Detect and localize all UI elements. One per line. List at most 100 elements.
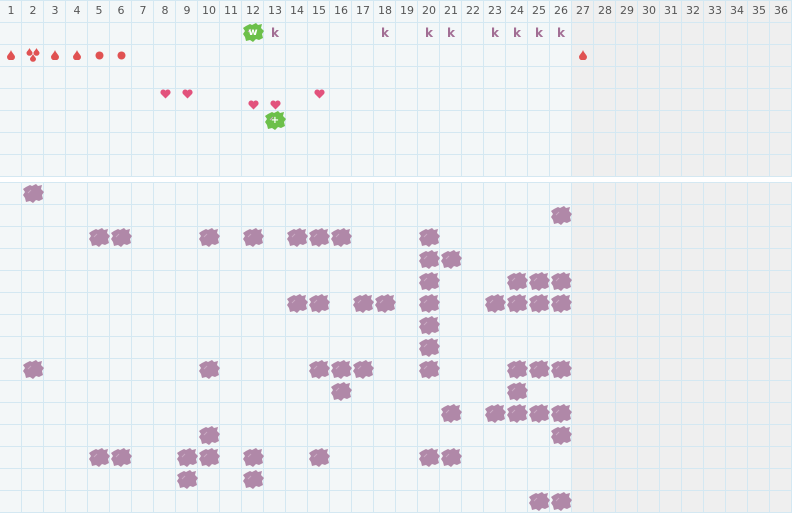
column-header[interactable]: 33 [708,4,722,17]
tracker-cell[interactable] [528,490,550,512]
tracker-cell[interactable] [198,358,220,380]
tracker-cell[interactable] [88,446,110,468]
column-header[interactable]: 14 [290,4,304,17]
column-header[interactable]: 5 [95,4,103,17]
tracker-cell[interactable] [176,83,198,105]
tracker-cell[interactable] [352,292,374,314]
tracker-cell[interactable] [242,468,264,490]
column-header[interactable]: 1 [7,4,15,17]
tracker-cell[interactable] [22,182,44,204]
column-header[interactable]: 25 [532,4,546,17]
tracker-cell[interactable] [22,44,44,66]
column-header[interactable]: 11 [224,4,238,17]
column-header[interactable]: 13 [268,4,282,17]
tracker-cell[interactable] [110,44,132,66]
tracker-cell[interactable] [418,248,440,270]
tracker-cell[interactable] [550,292,572,314]
column-header[interactable]: 23 [488,4,502,17]
tracker-cell[interactable]: k [264,22,286,44]
tracker-cell[interactable] [286,226,308,248]
tracker-cell[interactable] [418,270,440,292]
tracker-cell[interactable] [550,358,572,380]
tracker-cell[interactable] [308,292,330,314]
tracker-cell[interactable]: k [484,22,506,44]
tracker-cell[interactable] [286,292,308,314]
tracker-cell[interactable] [440,446,462,468]
column-header[interactable]: 15 [312,4,326,17]
tracker-cell[interactable] [440,248,462,270]
tracker-cell[interactable] [330,380,352,402]
tracker-cell[interactable] [506,380,528,402]
tracker-cell[interactable] [572,44,594,66]
tracker-cell[interactable] [418,358,440,380]
column-header[interactable]: 20 [422,4,436,17]
tracker-cell[interactable] [506,292,528,314]
column-header[interactable]: 21 [444,4,458,17]
column-header[interactable]: 27 [576,4,590,17]
tracker-cell[interactable] [198,424,220,446]
tracker-cell[interactable] [440,402,462,424]
tracker-cell[interactable] [528,358,550,380]
tracker-cell[interactable] [264,94,286,116]
tracker-cell[interactable] [308,83,330,105]
tracker-cell[interactable] [308,446,330,468]
tracker-cell[interactable] [88,44,110,66]
column-header[interactable]: 28 [598,4,612,17]
tracker-cell[interactable] [154,83,176,105]
tracker-cell[interactable] [550,204,572,226]
tracker-cell[interactable] [330,226,352,248]
column-header[interactable]: 4 [73,4,81,17]
tracker-cell[interactable] [44,44,66,66]
tracker-cell[interactable] [484,402,506,424]
tracker-cell[interactable] [242,446,264,468]
column-header[interactable]: 26 [554,4,568,17]
column-header[interactable]: 35 [752,4,766,17]
tracker-cell[interactable] [242,94,264,116]
column-header[interactable]: 8 [161,4,169,17]
tracker-cell[interactable]: k [418,22,440,44]
tracker-cell[interactable] [110,226,132,248]
tracker-cell[interactable] [550,402,572,424]
tracker-cell[interactable] [418,226,440,248]
tracker-cell[interactable] [110,446,132,468]
tracker-cell[interactable] [484,292,506,314]
tracker-cell[interactable] [176,468,198,490]
tracker-cell[interactable] [528,270,550,292]
tracker-cell[interactable] [176,446,198,468]
column-header[interactable]: 36 [774,4,788,17]
column-header[interactable]: 12 [246,4,260,17]
tracker-cell[interactable]: k [528,22,550,44]
tracker-cell[interactable] [374,292,396,314]
tracker-cell[interactable]: w [242,22,264,44]
tracker-cell[interactable] [308,358,330,380]
tracker-cell[interactable] [528,402,550,424]
tracker-cell[interactable] [242,226,264,248]
tracker-cell[interactable] [506,402,528,424]
column-header[interactable]: 2 [29,4,37,17]
tracker-cell[interactable]: k [440,22,462,44]
tracker-cell[interactable] [550,490,572,512]
tracker-cell[interactable]: k [506,22,528,44]
column-header[interactable]: 32 [686,4,700,17]
column-header[interactable]: 10 [202,4,216,17]
column-header[interactable]: 6 [117,4,125,17]
tracker-cell[interactable] [198,446,220,468]
tracker-cell[interactable] [198,226,220,248]
tracker-cell[interactable] [308,226,330,248]
column-header[interactable]: 34 [730,4,744,17]
tracker-cell[interactable] [528,292,550,314]
tracker-cell[interactable] [418,446,440,468]
tracker-cell[interactable] [352,358,374,380]
column-header[interactable]: 9 [183,4,191,17]
tracker-cell[interactable] [418,336,440,358]
column-header[interactable]: 24 [510,4,524,17]
tracker-cell[interactable]: + [264,110,286,132]
tracker-cell[interactable] [506,270,528,292]
tracker-cell[interactable]: k [550,22,572,44]
tracker-cell[interactable] [550,424,572,446]
column-header[interactable]: 22 [466,4,480,17]
column-header[interactable]: 17 [356,4,370,17]
tracker-cell[interactable]: k [374,22,396,44]
column-header[interactable]: 31 [664,4,678,17]
tracker-cell[interactable] [418,314,440,336]
